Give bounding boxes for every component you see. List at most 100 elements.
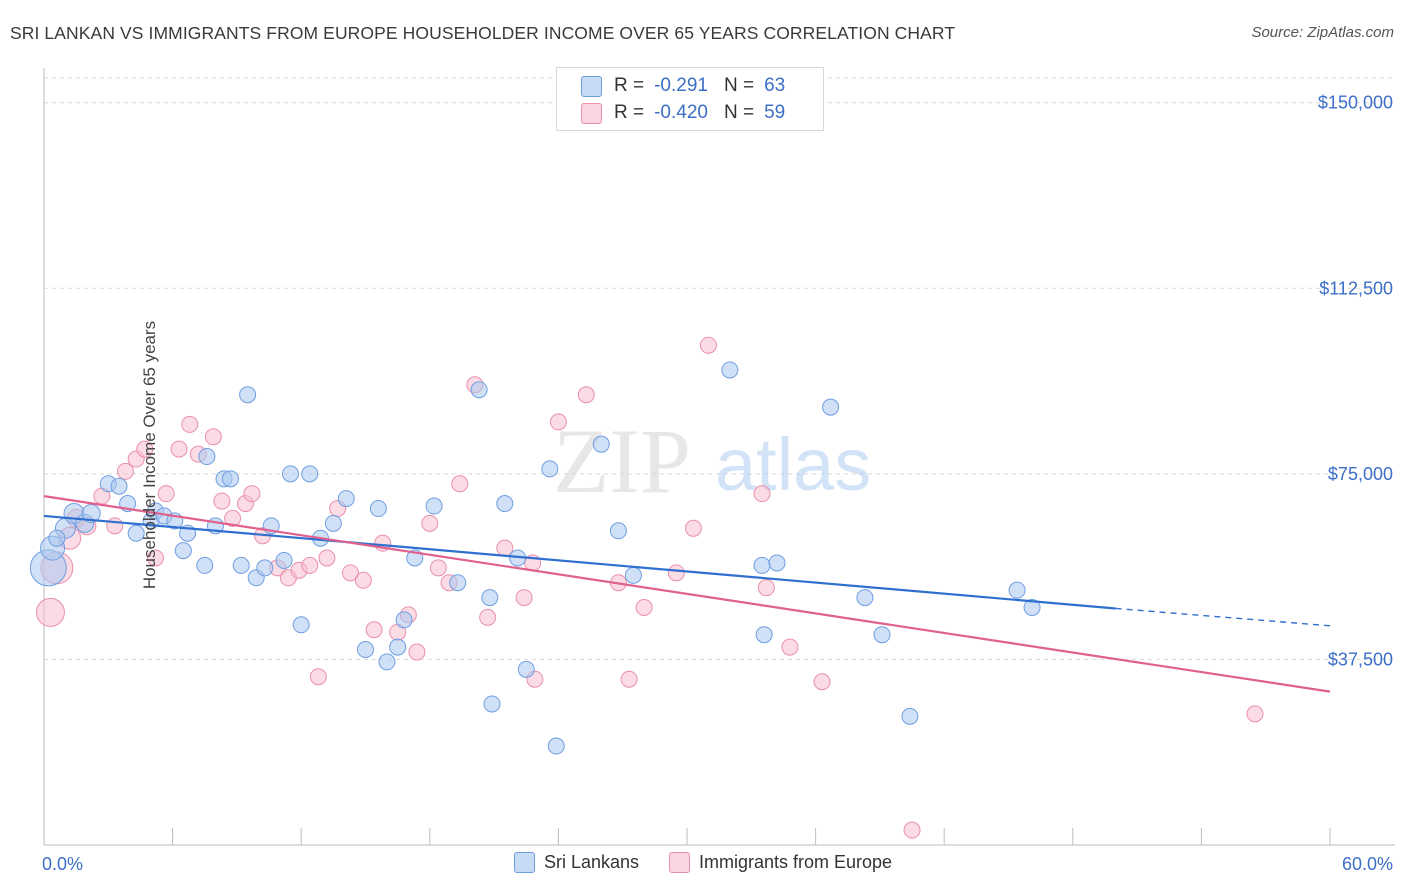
sri-lankans-point bbox=[275, 551, 293, 569]
legend-item-sri-lankans[interactable]: Sri Lankans bbox=[513, 852, 639, 873]
sri-lankans-point bbox=[81, 503, 101, 523]
sri-lankans-point bbox=[281, 465, 299, 483]
immigrants-point bbox=[170, 440, 188, 458]
sri-lankans-point bbox=[755, 626, 773, 644]
series-sri-lankans bbox=[29, 361, 1041, 755]
immigrants-point bbox=[408, 643, 426, 661]
sri-lankans-point bbox=[592, 435, 610, 453]
immigrants-point bbox=[813, 673, 831, 691]
immigrants-point bbox=[301, 556, 319, 574]
sri-lankans-point bbox=[901, 707, 919, 725]
immigrants-point bbox=[429, 559, 447, 577]
sri-lankans-point bbox=[239, 386, 257, 404]
sri-lankans-point bbox=[517, 660, 535, 678]
x-tick-label-max: 60.0% bbox=[1342, 854, 1393, 874]
immigrants-point bbox=[515, 589, 533, 607]
sri-lankans-point bbox=[337, 490, 355, 508]
immigrants-point bbox=[146, 549, 164, 567]
immigrants-point bbox=[635, 598, 653, 616]
trend-lines bbox=[43, 495, 1331, 693]
sri-lankans-point bbox=[822, 398, 840, 416]
sri-lankans-point bbox=[1008, 581, 1026, 599]
sri-lankans-point bbox=[256, 559, 274, 577]
sri-lankans-point bbox=[369, 500, 387, 518]
immigrants-point bbox=[479, 608, 497, 626]
sri-lankans-point bbox=[110, 477, 128, 495]
sri-lankans-point bbox=[547, 737, 565, 755]
immigrants-point bbox=[549, 413, 567, 431]
sri-lankans-point bbox=[609, 522, 627, 540]
grid-lines bbox=[44, 77, 1395, 660]
watermark-zip: ZIP bbox=[553, 410, 691, 512]
sri-lankans-point bbox=[425, 497, 443, 515]
sri-lankans-point bbox=[196, 556, 214, 574]
sri-lankans-point bbox=[221, 470, 239, 488]
stats-n-label: N = bbox=[723, 75, 755, 96]
immigrants-point bbox=[136, 440, 154, 458]
immigrants-point bbox=[243, 485, 261, 503]
stats-r-value: -0.420 bbox=[654, 102, 708, 123]
legend-swatch-pink bbox=[669, 852, 690, 873]
source-credit: Source: ZipAtlas.com bbox=[1251, 24, 1394, 41]
trend-line-sri-lankans bbox=[43, 514, 1116, 610]
stats-row-sri-lankans: R = -0.291 N = 63 bbox=[581, 75, 785, 97]
stats-n-label: N = bbox=[723, 102, 755, 123]
sri-lankans-point bbox=[232, 556, 250, 574]
stats-row-immigrants: R = -0.420 N = 59 bbox=[581, 102, 785, 124]
immigrants-point bbox=[35, 597, 65, 627]
y-axis-label: Householder Income Over 65 years bbox=[140, 320, 160, 590]
x-tick-label-min: 0.0% bbox=[42, 854, 83, 874]
trend-line-immigrants-from-europe bbox=[43, 495, 1331, 693]
sri-lankans-point bbox=[127, 524, 145, 542]
legend-item-immigrants-from-europe[interactable]: Immigrants from Europe bbox=[669, 852, 892, 873]
immigrants-point bbox=[204, 428, 222, 446]
immigrants-point bbox=[421, 514, 439, 532]
stats-swatch-blue bbox=[581, 75, 602, 97]
immigrants-point bbox=[213, 492, 231, 510]
immigrants-point bbox=[354, 571, 372, 589]
immigrants-point bbox=[181, 415, 199, 433]
sri-lankans-point bbox=[496, 495, 514, 513]
sri-lankans-point bbox=[292, 616, 310, 634]
y-tick-label: $150,000 bbox=[1318, 93, 1393, 113]
sri-lankans-point bbox=[378, 653, 396, 671]
immigrants-point bbox=[1246, 705, 1264, 723]
immigrants-point bbox=[318, 549, 336, 567]
immigrants-point bbox=[116, 462, 134, 480]
sri-lankans-point bbox=[1023, 598, 1041, 616]
immigrants-point bbox=[903, 821, 921, 839]
stats-r-label: R = bbox=[614, 75, 645, 96]
sri-lankans-point bbox=[357, 641, 374, 659]
stats-n-value: 63 bbox=[764, 75, 786, 96]
y-tick-label: $112,500 bbox=[1319, 278, 1393, 298]
sri-lankans-point bbox=[198, 448, 216, 466]
sri-lankans-point bbox=[301, 465, 319, 483]
watermark-atlas: atlas bbox=[715, 423, 871, 506]
immigrants-point bbox=[620, 670, 638, 688]
sri-lankans-point bbox=[873, 626, 891, 644]
immigrants-point bbox=[365, 621, 383, 639]
y-tick-label: $37,500 bbox=[1328, 649, 1393, 669]
trend-line-sri-lankans-extrapolated bbox=[1115, 607, 1331, 627]
axes bbox=[43, 68, 1395, 846]
sri-lankans-point bbox=[324, 514, 342, 532]
immigrants-point bbox=[757, 579, 775, 597]
chart-legend: Sri Lankans Immigrants from Europe bbox=[0, 852, 1406, 873]
chart-title: SRI LANKAN VS IMMIGRANTS FROM EUROPE HOU… bbox=[10, 23, 956, 43]
sri-lankans-point bbox=[753, 556, 771, 574]
sri-lankans-point bbox=[48, 529, 66, 547]
correlation-stats-box: R = -0.291 N = 63 R = -0.420 N = 59 bbox=[556, 67, 824, 131]
stats-n-value: 59 bbox=[764, 102, 786, 123]
sri-lankans-point bbox=[721, 361, 739, 379]
sri-lankans-point bbox=[174, 542, 192, 560]
immigrants-point bbox=[753, 485, 771, 503]
immigrants-point bbox=[157, 485, 175, 503]
sri-lankans-point bbox=[856, 589, 874, 607]
legend-swatch-blue bbox=[513, 852, 535, 873]
sri-lankans-point bbox=[481, 589, 499, 607]
legend-label: Sri Lankans bbox=[543, 852, 639, 872]
stats-r-label: R = bbox=[614, 102, 645, 123]
immigrants-point bbox=[667, 564, 685, 582]
sri-lankans-point bbox=[395, 611, 413, 629]
immigrants-point bbox=[106, 517, 124, 535]
